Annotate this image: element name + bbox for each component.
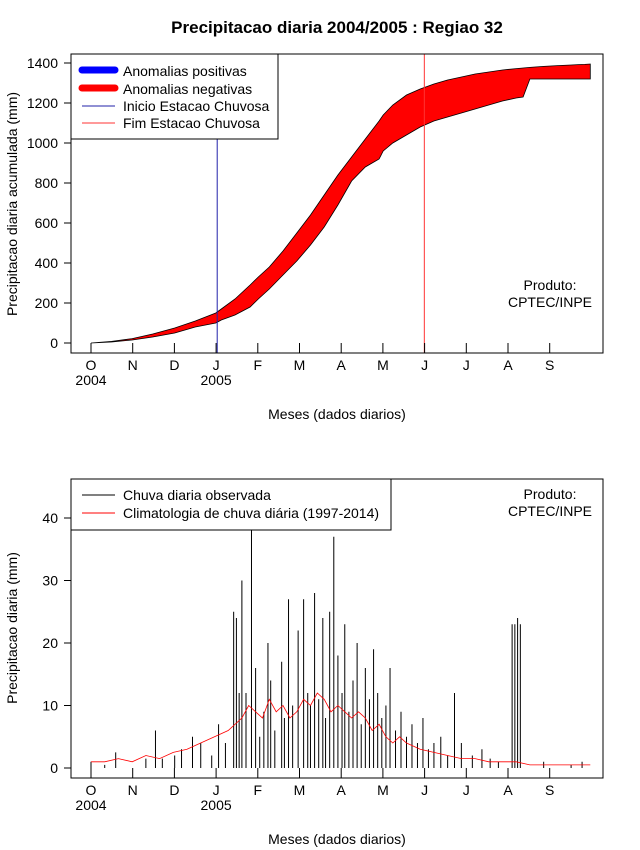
top-plot-frame	[70, 53, 604, 354]
bottom-product-source: CPTEC/INPE	[508, 503, 592, 519]
bottom-month-label: M	[294, 782, 306, 798]
legend-label-positive: Anomalias positivas	[123, 63, 247, 79]
bottom-month-label: A	[337, 782, 347, 798]
bottom-y-tick-label: 30	[42, 573, 58, 589]
top-month-label: J	[421, 357, 428, 373]
bottom-y-tick-label: 0	[50, 760, 58, 776]
observed-rain-bars	[90, 524, 583, 768]
bottom-legend-box	[70, 478, 392, 531]
top-month-label: M	[294, 357, 306, 373]
legend-label-negative: Anomalias negativas	[123, 81, 252, 97]
top-x-axis-label: Meses (dados diarios)	[268, 406, 406, 422]
bottom-x-axis-label: Meses (dados diarios)	[268, 831, 406, 847]
top-y-tick-label: 800	[35, 175, 59, 191]
top-y-tick-label: 200	[35, 295, 59, 311]
top-y-tick-label: 1400	[27, 55, 58, 71]
legend-label-observed: Chuva diaria observada	[123, 487, 271, 503]
top-month-label: M	[377, 357, 389, 373]
top-month-label: D	[169, 357, 179, 373]
top-y-axis-label: Precipitacao diaria acumulada (mm)	[4, 92, 20, 316]
bottom-x-axis: O N D J F M A M J J A S 2004 2005	[75, 768, 554, 813]
negative-anomaly-area	[90, 63, 591, 344]
bottom-month-label: N	[128, 782, 138, 798]
chart-title: Precipitacao diaria 2004/2005 : Regiao 3…	[171, 18, 503, 37]
legend-label-end: Fim Estacao Chuvosa	[123, 115, 260, 131]
legend-label-onset: Inicio Estacao Chuvosa	[123, 98, 270, 114]
top-month-label: J	[213, 357, 220, 373]
bottom-year-label: 2004	[75, 797, 106, 813]
top-month-label: N	[128, 357, 138, 373]
bottom-month-label: M	[377, 782, 389, 798]
bottom-y-tick-label: 40	[42, 510, 58, 526]
top-month-label: F	[254, 357, 263, 373]
top-product-label: Produto:	[524, 277, 577, 293]
daily-precipitation-chart: 0 10 20 30 40 O N D J F M A M J J A S 2004 2005 Meses (da…	[4, 478, 604, 847]
bottom-month-label: S	[545, 782, 554, 798]
top-legend: Anomalias positivas Anomalias negativas …	[70, 53, 279, 140]
bottom-y-axis-label: Precipitacao diaria (mm)	[4, 552, 20, 704]
top-x-axis: O N D J F M A M J J A S 2004 2005	[75, 343, 554, 388]
bottom-y-tick-label: 10	[42, 698, 58, 714]
bottom-month-label: F	[254, 782, 263, 798]
accumulated-precipitation-chart: Precipitacao diaria 2004/2005 : Regiao 3…	[4, 18, 604, 422]
top-y-tick-label: 1000	[27, 135, 58, 151]
top-month-label: J	[463, 357, 470, 373]
bottom-year-label: 2005	[201, 797, 232, 813]
bottom-product-label: Produto:	[524, 486, 577, 502]
top-month-label: A	[337, 357, 347, 373]
top-year-label: 2004	[75, 372, 106, 388]
climatology-line	[91, 692, 591, 766]
top-month-label: O	[86, 357, 97, 373]
top-y-tick-label: 1200	[27, 95, 58, 111]
top-month-label: A	[503, 357, 513, 373]
legend-label-climatology: Climatologia de chuva diária (1997-2014)	[123, 505, 379, 521]
bottom-month-label: J	[213, 782, 220, 798]
bottom-legend: Chuva diaria observada Climatologia de c…	[70, 478, 392, 531]
top-product-source: CPTEC/INPE	[508, 294, 592, 310]
bottom-month-label: J	[421, 782, 428, 798]
bottom-month-label: J	[463, 782, 470, 798]
bottom-month-label: O	[86, 782, 97, 798]
bottom-y-tick-label: 20	[42, 635, 58, 651]
anomaly-fills	[90, 63, 591, 344]
top-month-label: S	[545, 357, 554, 373]
bottom-month-label: A	[503, 782, 513, 798]
top-year-label: 2005	[201, 372, 232, 388]
bottom-month-label: D	[169, 782, 179, 798]
top-y-tick-label: 600	[35, 215, 59, 231]
top-y-axis: 0 200 400 600 800 1000 1200 1400	[27, 55, 71, 351]
top-y-tick-label: 0	[50, 335, 58, 351]
bottom-y-axis: 0 10 20 30 40	[42, 510, 71, 776]
top-y-tick-label: 400	[35, 255, 59, 271]
